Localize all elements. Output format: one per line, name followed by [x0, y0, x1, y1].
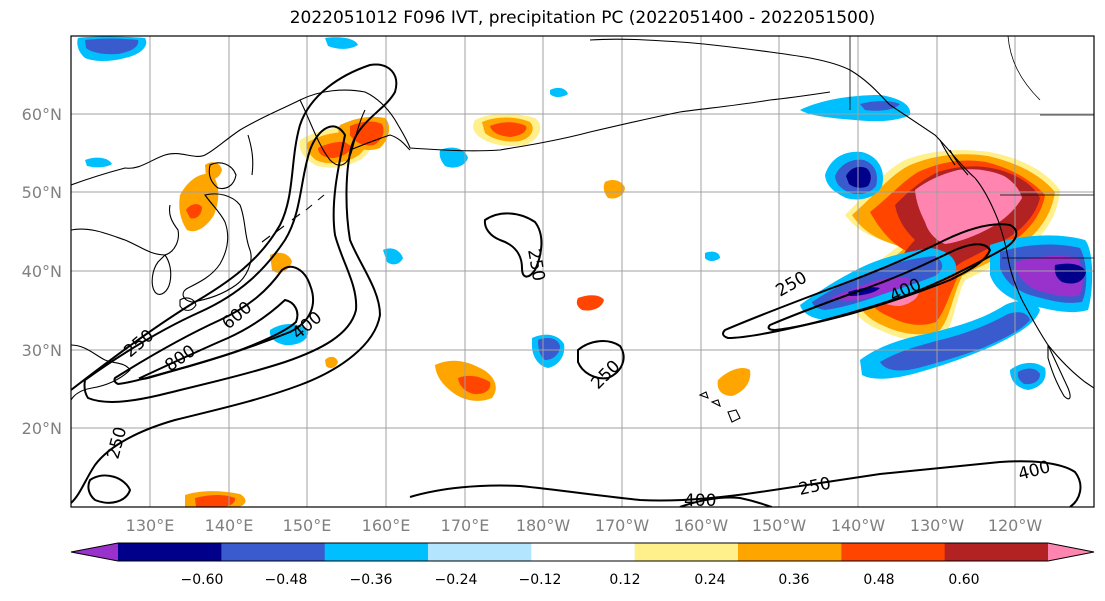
lon-label: 180°W — [516, 516, 571, 535]
colorbar-segment — [841, 543, 946, 561]
colorbar-ticks: −0.60 −0.48 −0.36 −0.24 −0.12 0.12 0.24 … — [181, 572, 980, 588]
lon-label: 160°W — [674, 516, 729, 535]
colorbar-tick-label: 0.24 — [694, 572, 725, 588]
lon-label: 170°E — [441, 516, 490, 535]
lat-label: 20°N — [22, 419, 62, 438]
colorbar-segment — [944, 543, 1049, 561]
coastlines — [71, 38, 1094, 423]
contour-label: 400 — [684, 491, 716, 511]
colorbar-segment — [118, 543, 222, 561]
lat-label: 30°N — [22, 341, 62, 360]
colorbar-tick-label: −0.48 — [265, 572, 308, 588]
lon-label: 130°E — [126, 516, 175, 535]
lat-label: 50°N — [22, 183, 62, 202]
lon-label: 140°E — [205, 516, 254, 535]
colorbar-tick-label: 0.48 — [863, 572, 894, 588]
colorbar-tick-label: −0.12 — [519, 572, 562, 588]
colorbar-tick-label: −0.60 — [181, 572, 224, 588]
lon-label: 140°W — [831, 516, 886, 535]
colorbar-segment — [634, 543, 739, 561]
colorbar-tick-label: −0.36 — [350, 572, 393, 588]
lon-label: 160°E — [362, 516, 411, 535]
colorbar-tick-label: 0.36 — [778, 572, 809, 588]
precip-shading — [77, 36, 1093, 507]
lat-label: 60°N — [22, 105, 62, 124]
colorbar-extend-max — [1048, 543, 1094, 561]
colorbar-segment — [738, 543, 842, 561]
lat-label: 40°N — [22, 262, 62, 281]
colorbar-segment — [428, 543, 532, 561]
colorbar-outline — [70, 542, 1095, 562]
colorbar-extend-min — [71, 543, 118, 561]
lon-label: 120°W — [988, 516, 1043, 535]
colorbar-segment — [324, 543, 429, 561]
lon-label: 150°W — [752, 516, 807, 535]
boundaries — [849, 36, 1094, 259]
colorbar-segment — [531, 543, 636, 561]
lon-label: 130°W — [910, 516, 965, 535]
colorbar — [70, 542, 1095, 562]
lon-label: 150°E — [283, 516, 332, 535]
lon-label: 170°W — [595, 516, 650, 535]
map-frame — [70, 35, 1095, 508]
lat-labels: 60°N 50°N 40°N 30°N 20°N — [22, 105, 62, 438]
ivt-contours — [71, 63, 1082, 507]
colorbar-segment — [221, 543, 326, 561]
colorbar-tick-label: 0.12 — [609, 572, 640, 588]
colorbar-tick-label: 0.60 — [948, 572, 979, 588]
lon-labels: 130°E 140°E 150°E 160°E 170°E 180°W 170°… — [126, 516, 1043, 535]
map-title: 2022051012 F096 IVT, precipitation PC (2… — [289, 8, 876, 28]
colorbar-tick-label: −0.24 — [435, 572, 478, 588]
